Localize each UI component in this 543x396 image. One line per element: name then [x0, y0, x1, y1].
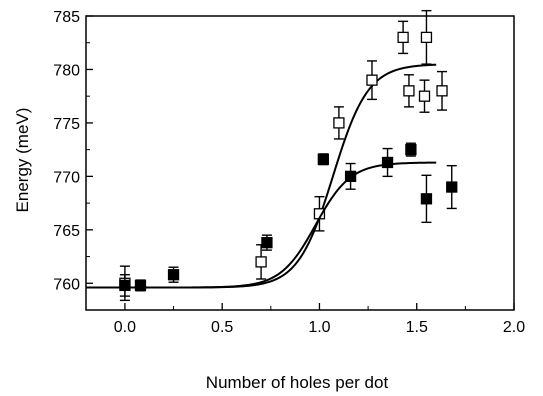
data-point-filled-square	[420, 193, 433, 205]
data-point-filled-square	[381, 156, 394, 169]
data-point-open-square	[436, 85, 448, 97]
data-point-open-square	[255, 256, 267, 268]
data-point-filled-square	[261, 236, 273, 249]
x-tick-label: 0.0	[114, 319, 136, 336]
data-point-filled-square	[405, 143, 417, 156]
plot-layer: 0.0 0.5 1.0 1.5 2.0 760 765 770 775 780 785	[53, 9, 525, 336]
data-point-open-square	[403, 85, 415, 97]
y-tick-label: 780	[53, 62, 80, 79]
plot-frame	[85, 15, 515, 311]
y-tick-label: 785	[53, 9, 80, 26]
data-point-open-square	[366, 74, 378, 86]
data-point-open-square	[418, 90, 431, 102]
x-tick-label: 0.5	[211, 319, 233, 336]
data-point-filled-square	[167, 269, 180, 281]
y-axis-label: Energy (meV)	[13, 108, 32, 213]
series-2	[86, 142, 458, 297]
data-point-open-square	[420, 31, 433, 44]
data-point-filled-square	[446, 181, 458, 193]
data-point-filled-square	[119, 279, 131, 292]
data-point-filled-square	[134, 279, 147, 292]
y-tick-label: 760	[53, 276, 80, 293]
x-axis-label: Number of holes per dot	[206, 373, 389, 392]
x-tick-label: 1.0	[308, 319, 330, 336]
y-tick-label: 765	[53, 223, 80, 240]
data-point-open-square	[397, 31, 409, 44]
x-tick-label: 1.5	[406, 319, 428, 336]
data-point-filled-square	[344, 170, 357, 183]
y-tick-label: 775	[53, 116, 80, 133]
y-tick-label: 770	[53, 169, 80, 186]
series-1	[86, 9, 448, 302]
data-point-open-square	[333, 117, 345, 129]
data-point-filled-square	[317, 153, 329, 165]
x-tick-label: 2.0	[503, 319, 525, 336]
